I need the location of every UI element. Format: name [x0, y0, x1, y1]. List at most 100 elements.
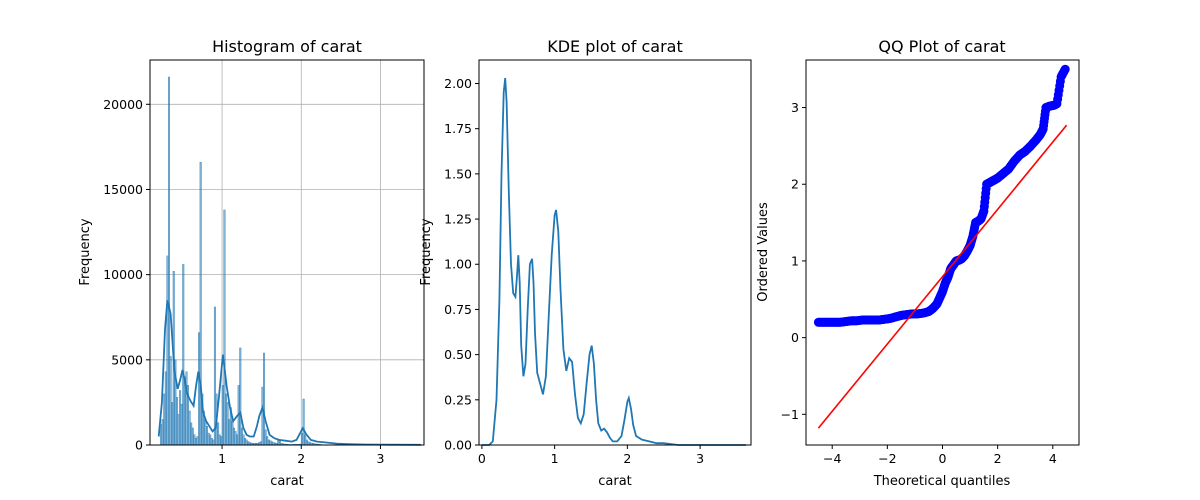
kde-ticks: 0 1 2 3 0.00 0.25 0.50 0.75 1.00 1.25 1.50 1.75 2.00 — [444, 76, 704, 466]
histogram-bar — [218, 434, 221, 446]
x-tick-label: 3 — [376, 451, 384, 466]
histogram-bar — [169, 356, 172, 446]
histogram-bar — [182, 264, 185, 446]
histogram-grid — [150, 60, 424, 446]
histogram-bar — [210, 437, 213, 446]
x-tick-label: 0 — [478, 451, 486, 466]
histogram-bar — [171, 402, 174, 446]
histogram-bar — [259, 441, 262, 446]
x-tick-label: 2 — [994, 451, 1002, 466]
histogram-bar — [179, 390, 182, 446]
histogram-bar — [261, 386, 264, 446]
kde-frame — [478, 59, 752, 446]
y-tick-label: 20000 — [103, 97, 143, 112]
histogram-ticks: 1 2 3 0 5000 10000 15000 20000 — [103, 97, 384, 466]
histogram-bar — [204, 419, 207, 446]
histogram-bar — [234, 431, 237, 446]
histogram-bar — [217, 422, 220, 446]
qq-xlabel: Theoretical quantiles — [873, 474, 1011, 489]
histogram-bar — [207, 432, 210, 446]
y-tick-label: 1.25 — [444, 212, 472, 227]
histogram-bar — [175, 397, 178, 446]
histogram-bar — [198, 332, 201, 446]
histogram-bar — [232, 427, 235, 446]
x-tick-label: 1 — [551, 451, 559, 466]
histogram-bar — [266, 436, 269, 446]
histogram-bar — [263, 352, 266, 446]
histogram-bar — [302, 398, 305, 446]
histogram-bar — [264, 429, 267, 446]
x-tick-label: −4 — [823, 451, 841, 466]
y-tick-label: 10000 — [103, 267, 143, 282]
histogram-bar — [278, 440, 281, 446]
histogram-bar — [161, 419, 164, 446]
histogram-kde-line — [157, 299, 421, 446]
qq-title: QQ Plot of carat — [878, 37, 1005, 56]
histogram-bar — [245, 439, 248, 446]
histogram-bar — [194, 437, 197, 446]
histogram-bar — [177, 414, 180, 446]
y-tick-label: 0 — [791, 330, 799, 345]
histogram-bar — [191, 427, 194, 446]
qq-panel: −4 −2 0 2 4 −1 0 1 2 3 QQ Plot of carat Theoretic… — [756, 37, 1080, 489]
histogram-bar — [231, 420, 234, 446]
qq-point — [1060, 64, 1070, 74]
histogram-bar — [305, 439, 308, 446]
histogram-bar — [206, 426, 209, 446]
histogram-bar — [236, 434, 239, 446]
qq-points — [813, 64, 1070, 327]
histogram-frame — [149, 59, 425, 446]
histogram-bar — [301, 432, 304, 446]
histogram-ylabel: Frequency — [78, 218, 93, 285]
y-tick-label: 1 — [791, 253, 799, 268]
histogram-bar — [212, 439, 215, 446]
histogram-bar — [228, 419, 231, 446]
histogram-bars — [160, 76, 323, 446]
histogram-bar — [244, 437, 247, 446]
histogram-bar — [168, 76, 170, 446]
y-tick-label: 2 — [791, 177, 799, 192]
y-tick-label: 1.00 — [444, 257, 472, 272]
histogram-bar — [166, 255, 169, 446]
histogram-bar — [209, 434, 212, 446]
y-tick-label: 15000 — [103, 182, 143, 197]
y-tick-label: 0.75 — [444, 302, 472, 317]
histogram-xlabel: carat — [270, 474, 304, 489]
kde-curve — [481, 78, 746, 446]
histogram-bar — [188, 410, 191, 446]
kde-xlabel: carat — [598, 474, 632, 489]
qq-frame — [805, 59, 1080, 446]
kde-panel: 0 1 2 3 0.00 0.25 0.50 0.75 1.00 1.25 1.50 1.75 2.00… — [419, 37, 752, 489]
histogram-bar — [247, 441, 250, 446]
x-tick-label: 2 — [623, 451, 631, 466]
histogram-bar — [242, 434, 245, 446]
x-tick-label: −2 — [878, 451, 896, 466]
y-tick-label: 2.00 — [444, 76, 472, 91]
qq-ylabel: Ordered Values — [756, 202, 771, 302]
kde-ylabel: Frequency — [419, 218, 434, 285]
histogram-panel: 1 2 3 0 5000 10000 15000 20000 Histogram of car… — [78, 37, 425, 489]
y-tick-label: 1.50 — [444, 166, 472, 181]
histogram-bar — [269, 440, 272, 446]
histogram-bar — [239, 347, 242, 446]
histogram-bar — [196, 436, 199, 446]
qq-ticks: −4 −2 0 2 4 −1 0 1 2 3 — [781, 100, 1057, 466]
qq-fit-line — [817, 124, 1068, 429]
histogram-bar — [240, 427, 243, 446]
y-tick-label: 1.75 — [444, 121, 472, 136]
histogram-bar — [163, 393, 166, 446]
x-tick-label: 2 — [297, 451, 305, 466]
histogram-bar — [160, 424, 163, 446]
y-tick-label: −1 — [781, 407, 799, 422]
histogram-bar — [221, 385, 224, 446]
histogram-bar — [199, 162, 202, 446]
y-tick-label: 0.00 — [444, 438, 472, 453]
histogram-bar — [190, 422, 193, 446]
histogram-title: Histogram of carat — [212, 37, 362, 56]
x-tick-label: 4 — [1049, 451, 1057, 466]
y-tick-label: 3 — [791, 100, 799, 115]
y-tick-label: 0 — [135, 438, 143, 453]
y-tick-label: 5000 — [111, 352, 143, 367]
histogram-bar — [225, 393, 228, 446]
